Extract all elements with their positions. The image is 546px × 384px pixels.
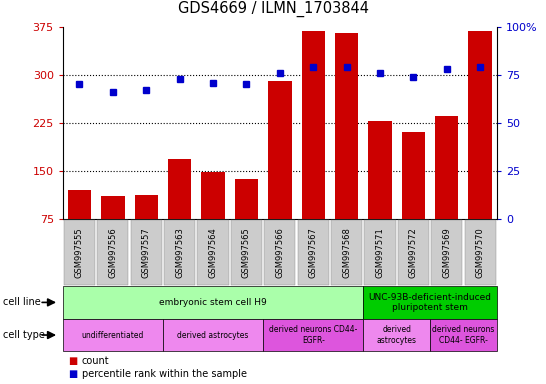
Text: ■: ■	[68, 356, 78, 366]
Bar	[335, 33, 358, 219]
Bar	[268, 81, 292, 219]
Text: percentile rank within the sample: percentile rank within the sample	[82, 369, 247, 379]
Text: GSM997571: GSM997571	[376, 227, 384, 278]
Bar	[134, 195, 158, 219]
Text: GSM997572: GSM997572	[409, 227, 418, 278]
Bar	[369, 121, 391, 219]
Text: GSM997556: GSM997556	[108, 227, 117, 278]
Text: GSM997569: GSM997569	[442, 227, 452, 278]
Text: derived neurons
CD44- EGFR-: derived neurons CD44- EGFR-	[432, 325, 495, 345]
Text: undifferentiated: undifferentiated	[82, 331, 144, 339]
Text: GSM997563: GSM997563	[175, 227, 184, 278]
Bar	[101, 197, 124, 219]
Bar	[301, 31, 325, 219]
Text: cell line: cell line	[3, 297, 40, 308]
Bar	[402, 132, 425, 219]
Text: count: count	[82, 356, 110, 366]
Bar	[468, 31, 492, 219]
Bar	[435, 116, 459, 219]
Text: cell type: cell type	[3, 330, 45, 340]
Text: ■: ■	[68, 369, 78, 379]
Text: GSM997566: GSM997566	[275, 227, 284, 278]
Text: GSM997557: GSM997557	[142, 227, 151, 278]
Text: embryonic stem cell H9: embryonic stem cell H9	[159, 298, 267, 307]
Text: derived neurons CD44-
EGFR-: derived neurons CD44- EGFR-	[269, 325, 358, 345]
Text: derived
astrocytes: derived astrocytes	[377, 325, 417, 345]
Bar	[68, 190, 91, 219]
Text: GSM997565: GSM997565	[242, 227, 251, 278]
Text: GSM997570: GSM997570	[476, 227, 485, 278]
Text: derived astrocytes: derived astrocytes	[177, 331, 249, 339]
Text: GDS4669 / ILMN_1703844: GDS4669 / ILMN_1703844	[177, 1, 369, 17]
Text: GSM997555: GSM997555	[75, 227, 84, 278]
Text: GSM997568: GSM997568	[342, 227, 351, 278]
Bar	[168, 159, 191, 219]
Text: UNC-93B-deficient-induced
pluripotent stem: UNC-93B-deficient-induced pluripotent st…	[369, 293, 491, 312]
Bar	[201, 172, 225, 219]
Bar	[235, 179, 258, 219]
Text: GSM997567: GSM997567	[308, 227, 318, 278]
Text: GSM997564: GSM997564	[209, 227, 217, 278]
